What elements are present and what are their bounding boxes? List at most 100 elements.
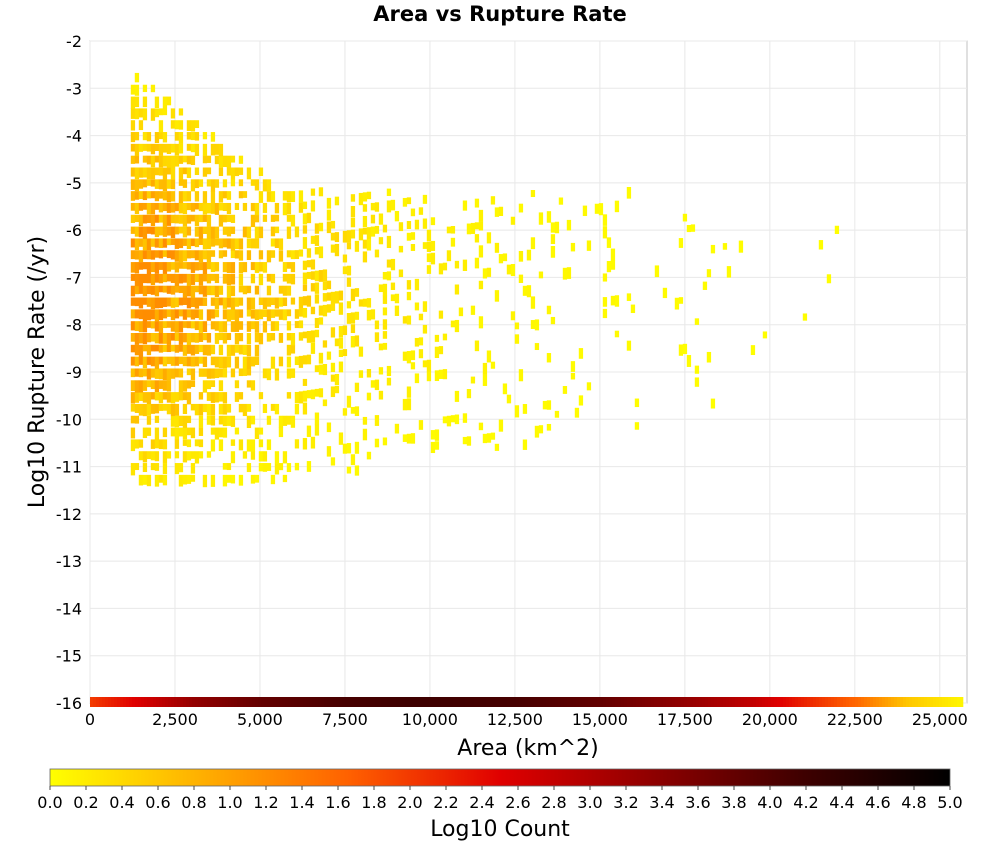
heatmap-cell <box>414 219 420 230</box>
heatmap-cell <box>434 441 440 450</box>
heatmap-cell <box>398 269 404 278</box>
bottom-row-cell <box>108 697 112 707</box>
heatmap-cell <box>146 250 152 260</box>
heatmap-cell <box>130 238 136 248</box>
heatmap-cell <box>170 143 176 153</box>
heatmap-cell <box>430 252 436 265</box>
heatmap-cell <box>158 344 164 353</box>
bottom-row-cell <box>438 697 442 707</box>
bottom-row-cell <box>669 697 673 707</box>
heatmap-cell <box>318 187 324 197</box>
heatmap-cell <box>178 427 184 437</box>
bottom-row-cell <box>636 697 640 707</box>
heatmap-cell <box>334 243 340 257</box>
heatmap-cell <box>314 329 320 338</box>
y-tick-label: -3 <box>66 79 82 98</box>
heatmap-cell <box>318 270 324 282</box>
heatmap-cell <box>410 433 416 444</box>
heatmap-cell <box>470 222 476 234</box>
heatmap-cell <box>198 427 204 436</box>
heatmap-cell <box>302 390 308 402</box>
heatmap-cell <box>414 278 420 291</box>
heatmap-cell <box>302 237 308 249</box>
bottom-row-cell <box>312 697 316 707</box>
heatmap-cell <box>142 191 148 201</box>
bottom-row-cell <box>822 697 826 707</box>
heatmap-cell <box>246 463 252 473</box>
heatmap-cell <box>222 262 228 273</box>
heatmap-cell <box>366 298 372 308</box>
heatmap-cell <box>150 297 156 310</box>
heatmap-cell <box>434 370 440 382</box>
bottom-row-cell <box>219 697 223 707</box>
colorbar-tick-label: 2.0 <box>397 793 422 812</box>
heatmap-cell <box>614 200 620 213</box>
heatmap-cell <box>530 190 536 198</box>
heatmap-cell <box>182 250 188 262</box>
heatmap-cell <box>214 321 220 331</box>
heatmap-cell <box>498 419 504 432</box>
heatmap-cell <box>178 155 184 164</box>
heatmap-cell <box>258 273 264 286</box>
heatmap-cell <box>546 423 552 431</box>
heatmap-cell <box>154 132 160 144</box>
heatmap-cell <box>174 403 180 416</box>
heatmap-cell <box>338 337 344 349</box>
heatmap-cell <box>162 238 168 248</box>
heatmap-cell <box>154 285 160 297</box>
heatmap-cell <box>170 179 176 190</box>
bottom-row-cell <box>510 697 514 707</box>
heatmap-cell <box>202 202 208 215</box>
heatmap-cell <box>582 205 588 217</box>
heatmap-cell <box>634 422 640 430</box>
heatmap-cell <box>354 465 360 476</box>
heatmap-cell <box>266 333 272 342</box>
heatmap-cell <box>182 179 188 188</box>
heatmap-cell <box>578 395 584 406</box>
bottom-row-cell <box>609 697 613 707</box>
heatmap-cell <box>130 392 136 404</box>
heatmap-cell <box>162 403 168 411</box>
heatmap-cell <box>134 155 140 164</box>
heatmap-cell <box>150 451 156 461</box>
heatmap-cell <box>210 179 216 192</box>
heatmap-cell <box>226 202 232 215</box>
y-tick-label: -11 <box>56 458 82 477</box>
heatmap-cell <box>214 143 220 155</box>
heatmap-cell <box>194 297 200 309</box>
heatmap-cell <box>406 197 412 205</box>
heatmap-cell <box>226 285 232 298</box>
bottom-row-cell <box>228 697 232 707</box>
heatmap-cell <box>170 356 176 366</box>
bottom-row-cell <box>396 697 400 707</box>
heatmap-cell <box>146 474 152 487</box>
bottom-row-cell <box>429 697 433 707</box>
bottom-row-cell <box>195 697 199 707</box>
bottom-row-cell <box>900 697 904 707</box>
heatmap-cell <box>234 356 240 369</box>
heatmap-cell <box>178 380 184 393</box>
heatmap-cell <box>146 297 152 307</box>
bottom-row-cell <box>297 697 301 707</box>
heatmap-cell <box>230 214 236 223</box>
heatmap-cell <box>354 335 360 347</box>
heatmap-cell <box>222 427 228 438</box>
bottom-row-cell <box>267 697 271 707</box>
heatmap-cell <box>306 461 312 472</box>
heatmap-cell <box>222 321 228 333</box>
heatmap-cell <box>502 383 508 395</box>
heatmap-cell <box>290 262 296 273</box>
heatmap-cell <box>166 262 172 272</box>
heatmap-cell <box>202 285 208 297</box>
heatmap-cell <box>182 191 188 202</box>
heatmap-cell <box>442 262 448 271</box>
bottom-row-cell <box>855 697 859 707</box>
heatmap-cell <box>286 392 292 399</box>
heatmap-cell <box>222 273 228 284</box>
heatmap-cell <box>294 250 300 260</box>
heatmap-cell <box>606 237 612 248</box>
heatmap-cell <box>146 214 152 223</box>
heatmap-cell <box>302 225 308 234</box>
bottom-row-cell <box>594 697 598 707</box>
heatmap-cell <box>350 324 356 334</box>
